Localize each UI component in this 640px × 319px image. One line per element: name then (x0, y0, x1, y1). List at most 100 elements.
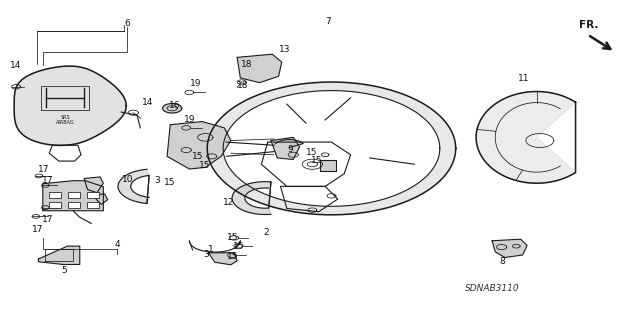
Polygon shape (230, 182, 244, 188)
Polygon shape (371, 202, 379, 210)
Polygon shape (283, 87, 291, 95)
Polygon shape (255, 194, 267, 202)
Polygon shape (342, 206, 346, 214)
Polygon shape (214, 126, 230, 130)
Polygon shape (207, 144, 223, 145)
Polygon shape (271, 199, 280, 207)
Polygon shape (302, 84, 308, 92)
Polygon shape (285, 86, 293, 95)
Polygon shape (273, 199, 283, 208)
Polygon shape (216, 170, 232, 175)
Polygon shape (437, 133, 453, 136)
Polygon shape (230, 109, 244, 115)
Polygon shape (426, 116, 442, 122)
Text: 18: 18 (241, 60, 252, 69)
Polygon shape (210, 160, 226, 163)
Polygon shape (389, 92, 400, 100)
Polygon shape (207, 146, 223, 148)
Polygon shape (213, 166, 229, 170)
Polygon shape (218, 172, 233, 176)
Polygon shape (393, 94, 404, 101)
Polygon shape (492, 239, 527, 257)
Polygon shape (248, 191, 260, 198)
Polygon shape (335, 82, 339, 91)
Polygon shape (244, 100, 257, 108)
Polygon shape (440, 146, 456, 147)
Polygon shape (389, 197, 400, 204)
Polygon shape (349, 83, 354, 92)
Polygon shape (383, 90, 393, 98)
Polygon shape (292, 203, 300, 212)
Polygon shape (240, 188, 253, 195)
Polygon shape (211, 130, 227, 133)
Polygon shape (226, 179, 241, 185)
Text: SRS
AIRBAG: SRS AIRBAG (56, 115, 74, 125)
Polygon shape (440, 147, 456, 148)
Polygon shape (420, 181, 435, 186)
Polygon shape (402, 191, 414, 199)
Polygon shape (223, 115, 238, 120)
Polygon shape (237, 104, 250, 111)
Polygon shape (412, 104, 426, 110)
Text: 15: 15 (234, 242, 245, 251)
Polygon shape (362, 204, 369, 212)
Polygon shape (405, 100, 418, 107)
Polygon shape (328, 82, 331, 91)
Polygon shape (409, 102, 422, 109)
Text: 5: 5 (61, 266, 67, 275)
Polygon shape (440, 152, 456, 154)
Polygon shape (208, 141, 224, 143)
Polygon shape (216, 169, 231, 174)
Polygon shape (226, 112, 241, 118)
Polygon shape (436, 162, 452, 165)
Polygon shape (404, 99, 416, 106)
Polygon shape (210, 161, 227, 164)
Polygon shape (410, 187, 424, 194)
Polygon shape (235, 106, 249, 112)
Polygon shape (425, 176, 440, 182)
Polygon shape (436, 132, 452, 135)
Polygon shape (219, 173, 234, 177)
Polygon shape (400, 192, 412, 200)
Polygon shape (429, 120, 445, 125)
Polygon shape (214, 168, 230, 172)
Polygon shape (222, 176, 237, 181)
Polygon shape (321, 206, 324, 215)
Polygon shape (280, 87, 289, 96)
Polygon shape (252, 97, 264, 104)
Text: 17: 17 (42, 215, 54, 224)
Polygon shape (369, 202, 377, 211)
Polygon shape (349, 205, 354, 214)
Polygon shape (234, 107, 248, 113)
Polygon shape (373, 201, 381, 210)
Polygon shape (207, 142, 223, 144)
Polygon shape (209, 137, 225, 139)
Polygon shape (285, 202, 293, 211)
Polygon shape (216, 122, 232, 127)
Bar (68, 192, 80, 198)
Text: 15: 15 (311, 156, 323, 165)
Polygon shape (43, 181, 103, 211)
Text: 3: 3 (155, 175, 161, 185)
Text: 9: 9 (287, 145, 293, 153)
Polygon shape (252, 193, 264, 200)
Polygon shape (212, 165, 228, 168)
Polygon shape (269, 198, 278, 206)
Polygon shape (208, 155, 224, 158)
Text: 2: 2 (263, 228, 269, 237)
Polygon shape (246, 100, 259, 107)
Polygon shape (353, 205, 359, 213)
Polygon shape (211, 162, 227, 166)
Polygon shape (92, 194, 108, 204)
Polygon shape (438, 158, 454, 161)
Polygon shape (295, 85, 301, 93)
Text: 8: 8 (499, 257, 505, 266)
Text: 6: 6 (124, 19, 130, 28)
Polygon shape (393, 195, 404, 203)
Polygon shape (219, 119, 234, 124)
Polygon shape (255, 95, 267, 103)
Polygon shape (250, 98, 262, 105)
Polygon shape (266, 198, 276, 206)
Polygon shape (423, 113, 438, 118)
Polygon shape (402, 98, 414, 105)
